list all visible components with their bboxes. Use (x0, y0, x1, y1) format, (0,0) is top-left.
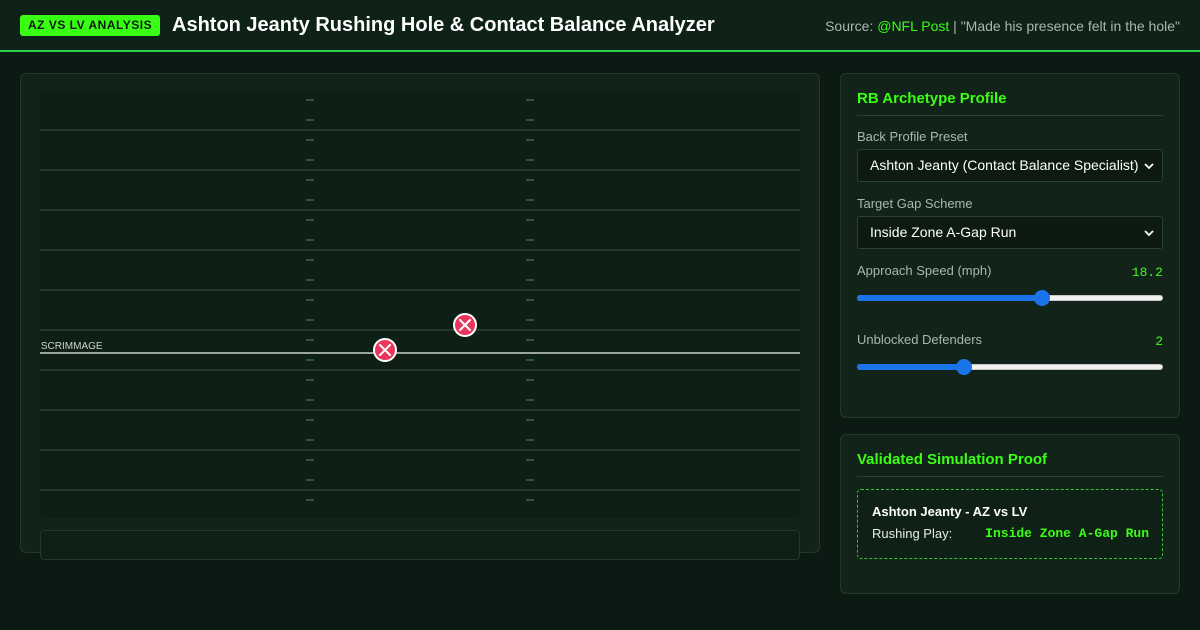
hash-mark (526, 119, 534, 121)
hash-mark (306, 339, 314, 341)
hash-mark (526, 239, 534, 241)
divider (857, 115, 1163, 116)
hash-mark (306, 419, 314, 421)
line-of-scrimmage-label: F SCRIMMAGE (40, 341, 103, 352)
proof-box-title: Ashton Jeanty - AZ vs LV (872, 504, 1028, 519)
slider-thumb[interactable] (955, 359, 972, 375)
hash-mark (306, 139, 314, 141)
hash-mark (526, 499, 534, 501)
chevron-down-icon (1144, 230, 1154, 237)
preset-select[interactable]: Ashton Jeanty (Contact Balance Specialis… (857, 149, 1163, 182)
hash-mark (306, 379, 314, 381)
football-field[interactable]: F SCRIMMAGE (40, 91, 800, 518)
hash-mark (306, 299, 314, 301)
hash-mark (306, 359, 314, 361)
defenders-label: Unblocked Defenders (857, 332, 983, 347)
hash-mark (306, 119, 314, 121)
hash-mark (306, 499, 314, 501)
yard-line (40, 169, 800, 171)
hash-mark (526, 259, 534, 261)
hash-mark (306, 479, 314, 481)
yard-line (40, 409, 800, 411)
hash-mark (526, 419, 534, 421)
slider-fill (857, 295, 1042, 301)
speed-value: 18.2 (1131, 265, 1163, 280)
preset-select-value: Ashton Jeanty (Contact Balance Specialis… (870, 157, 1139, 173)
hash-mark (306, 459, 314, 461)
hash-mark (306, 239, 314, 241)
gap-select-value: Inside Zone A-Gap Run (870, 224, 1017, 240)
hash-mark (306, 259, 314, 261)
hash-mark (526, 459, 534, 461)
yard-line (40, 489, 800, 491)
hash-mark (306, 399, 314, 401)
defenders-slider[interactable] (857, 359, 1163, 375)
x-icon (459, 319, 471, 331)
top-header: AZ VS LV ANALYSIS Ashton Jeanty Rushing … (0, 0, 1200, 52)
yard-line (40, 209, 800, 211)
hash-mark (526, 359, 534, 361)
field-panel: F SCRIMMAGE (20, 73, 820, 560)
source-handle-link[interactable]: @NFL Post (877, 18, 950, 34)
analysis-badge: AZ VS LV ANALYSIS (20, 15, 161, 36)
proof-box: Ashton Jeanty - AZ vs LV Rushing Play: I… (857, 489, 1163, 559)
yard-line (40, 289, 800, 291)
hash-mark (306, 179, 314, 181)
hash-mark (526, 399, 534, 401)
hash-mark (526, 279, 534, 281)
hash-mark (526, 379, 534, 381)
stats-subpanel (40, 530, 800, 560)
hash-mark (306, 159, 314, 161)
slider-thumb[interactable] (1033, 290, 1050, 306)
hash-mark (526, 179, 534, 181)
defenders-value: 2 (1155, 334, 1163, 349)
hash-mark (526, 339, 534, 341)
hash-mark (526, 219, 534, 221)
yard-line (40, 249, 800, 251)
divider (857, 476, 1163, 477)
yard-line (40, 369, 800, 371)
hash-mark (526, 139, 534, 141)
rushing-play-value: Inside Zone A-Gap Run (985, 526, 1149, 541)
hash-mark (526, 479, 534, 481)
hash-mark (526, 199, 534, 201)
defender-marker-1[interactable] (373, 338, 397, 362)
hash-mark (306, 319, 314, 321)
simulation-proof-card: Validated Simulation Proof Ashton Jeanty… (840, 434, 1180, 594)
line-of-scrimmage (40, 352, 800, 354)
hash-mark (306, 99, 314, 101)
source-quote: | "Made his presence felt in the hole" (949, 18, 1180, 34)
speed-label: Approach Speed (mph) (857, 263, 992, 278)
hash-mark (306, 199, 314, 201)
hash-mark (526, 99, 534, 101)
hash-mark (526, 319, 534, 321)
yard-line (40, 129, 800, 131)
gap-scheme-select[interactable]: Inside Zone A-Gap Run (857, 216, 1163, 249)
hash-mark (306, 439, 314, 441)
hash-mark (526, 159, 534, 161)
proof-card-title: Validated Simulation Proof (857, 451, 1048, 468)
rushing-play-key: Rushing Play: (872, 526, 953, 541)
yard-line (40, 449, 800, 451)
source-credit: Source: @NFL Post | "Made his presence f… (825, 18, 1180, 34)
hash-mark (306, 219, 314, 221)
slider-fill (857, 364, 964, 370)
preset-label: Back Profile Preset (857, 129, 968, 144)
speed-slider[interactable] (857, 290, 1163, 306)
page-title: Ashton Jeanty Rushing Hole & Contact Bal… (172, 14, 715, 36)
yard-line (40, 329, 800, 331)
defender-marker-2[interactable] (453, 313, 477, 337)
hash-mark (526, 299, 534, 301)
hash-mark (306, 279, 314, 281)
chevron-down-icon (1144, 163, 1154, 170)
profile-card-title: RB Archetype Profile (857, 90, 1007, 107)
rb-profile-card: RB Archetype Profile Back Profile Preset… (840, 73, 1180, 418)
x-icon (379, 344, 391, 356)
hash-mark (526, 439, 534, 441)
gap-label: Target Gap Scheme (857, 196, 973, 211)
source-prefix: Source: (825, 18, 878, 34)
